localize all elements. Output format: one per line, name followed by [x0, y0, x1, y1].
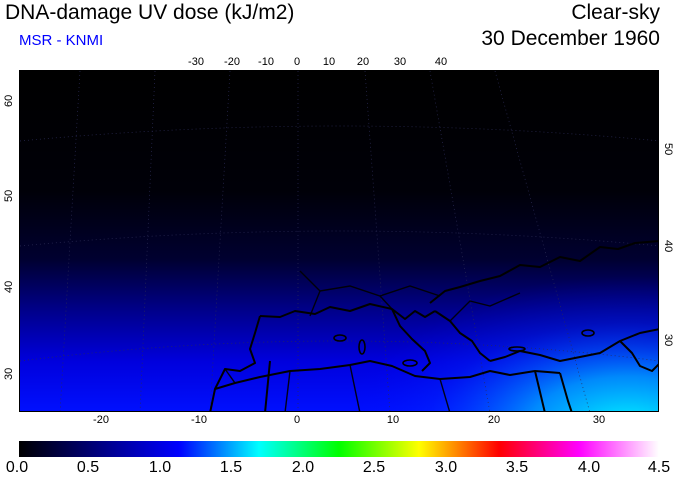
right-lat-tick: 40	[662, 240, 674, 253]
scale-label: 1.0	[148, 459, 172, 476]
top-lon-tick: 0	[293, 56, 301, 68]
borders	[224, 270, 521, 411]
right-lat-tick: 50	[662, 143, 674, 156]
color-scale-bar	[19, 441, 659, 457]
scale-label: 0.5	[76, 459, 100, 476]
scale-label: 3.5	[505, 459, 529, 476]
top-lon-tick: 30	[393, 56, 407, 68]
left-lat-tick: 50	[3, 189, 15, 202]
uv-dose-map	[19, 70, 659, 412]
islands	[333, 329, 595, 367]
bottom-lon-tick: -10	[191, 414, 207, 426]
sky-condition: Clear-sky	[571, 1, 660, 24]
top-lon-tick: -30	[188, 56, 204, 68]
chart-title: DNA-damage UV dose (kJ/m2)	[5, 1, 295, 24]
top-lon-tick: 40	[434, 56, 448, 68]
bottom-lon-tick: 0	[293, 414, 301, 426]
scale-label: 2.0	[291, 459, 315, 476]
scale-label: 3.0	[434, 459, 458, 476]
scale-label: 2.5	[362, 459, 386, 476]
scale-label: 0.0	[5, 459, 29, 476]
scale-label: 4.5	[647, 459, 671, 476]
top-lon-tick: -20	[224, 56, 240, 68]
bottom-lon-tick: 20	[487, 414, 501, 426]
bottom-lon-tick: 30	[592, 414, 606, 426]
date-label: 30 December 1960	[481, 27, 660, 50]
map-canvas	[20, 71, 658, 411]
source-label: MSR - KNMI	[19, 32, 104, 49]
scale-label: 4.0	[577, 459, 601, 476]
bottom-lon-tick: 10	[386, 414, 400, 426]
left-lat-tick: 40	[3, 280, 15, 293]
top-lon-tick: -10	[258, 56, 274, 68]
right-lat-tick: 30	[662, 334, 674, 347]
top-lon-tick: 20	[356, 56, 370, 68]
left-lat-tick: 30	[3, 367, 15, 380]
bottom-lon-tick: -20	[93, 414, 109, 426]
top-lon-tick: 10	[322, 56, 336, 68]
left-lat-tick: 60	[3, 94, 15, 107]
coastlines	[209, 240, 658, 411]
scale-label: 1.5	[219, 459, 243, 476]
